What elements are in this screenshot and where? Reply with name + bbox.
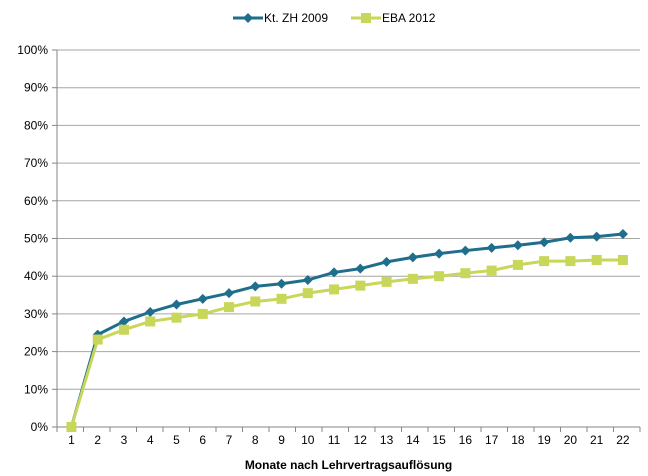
y-tick-label: 40%	[24, 269, 48, 283]
x-tick-label: 17	[485, 433, 499, 447]
data-point	[302, 288, 313, 299]
x-tick-label: 14	[406, 433, 420, 447]
x-tick-label: 9	[278, 433, 285, 447]
data-point	[329, 267, 340, 278]
data-point	[617, 228, 628, 239]
y-tick-label: 30%	[24, 307, 48, 321]
data-point	[407, 252, 418, 263]
y-tick-label: 100%	[17, 43, 48, 57]
x-tick-label: 1	[68, 433, 75, 447]
x-axis-tick-labels: 1 2 3 4 5 6 7 8 9 10 11 12 13 14 15 16 17 18 19 20 21 22	[68, 433, 630, 447]
x-axis-title: Monate nach Lehrvertragsauflösung	[245, 458, 452, 472]
data-point	[407, 273, 418, 284]
data-point	[434, 271, 445, 282]
gridlines	[52, 49, 640, 428]
x-tick-label: 4	[147, 433, 154, 447]
y-tick-label: 10%	[24, 382, 48, 396]
y-tick-label: 90%	[24, 81, 48, 95]
series-2	[66, 254, 628, 432]
x-tick-label: 2	[94, 433, 101, 447]
data-point	[486, 265, 497, 276]
x-tick-label: 8	[252, 433, 259, 447]
data-point	[224, 302, 235, 313]
series-line	[70, 232, 624, 428]
x-tick-label: 19	[537, 433, 551, 447]
y-tick-label: 70%	[24, 156, 48, 170]
y-tick-label: 50%	[24, 232, 48, 246]
data-point	[329, 284, 340, 295]
legend-label: Kt. ZH 2009	[264, 11, 328, 25]
data-point	[197, 308, 208, 319]
data-point	[197, 293, 208, 304]
data-point	[460, 268, 471, 279]
x-tick-label: 13	[380, 433, 394, 447]
legend-marker	[243, 13, 253, 23]
axes	[56, 50, 641, 432]
x-tick-label: 15	[432, 433, 446, 447]
data-point	[66, 422, 77, 432]
x-tick-label: 18	[511, 433, 525, 447]
x-tick-label: 16	[459, 433, 473, 447]
data-point	[118, 316, 129, 327]
legend-marker	[361, 13, 371, 23]
data-point	[512, 240, 523, 251]
data-point	[460, 245, 471, 256]
data-point	[145, 307, 156, 318]
y-tick-label: 60%	[24, 194, 48, 208]
data-point	[276, 278, 287, 289]
data-point	[355, 263, 366, 274]
data-point	[171, 312, 182, 323]
data-point	[224, 288, 235, 299]
data-point	[591, 231, 602, 242]
data-point	[302, 274, 313, 285]
data-point	[145, 316, 156, 327]
y-axis-tick-labels: 0% 10% 20% 30% 40% 50% 60% 70% 80% 90% 100%	[17, 43, 48, 434]
y-tick-label: 0%	[31, 420, 49, 434]
x-tick-label: 10	[301, 433, 315, 447]
data-point	[434, 248, 445, 259]
data-point	[512, 259, 523, 270]
x-tick-label: 6	[199, 433, 206, 447]
x-tick-label: 5	[173, 433, 180, 447]
x-tick-label: 11	[328, 433, 341, 447]
data-point	[250, 296, 261, 307]
x-tick-label: 3	[121, 433, 128, 447]
data-point	[250, 281, 261, 292]
x-tick-label: 7	[226, 433, 233, 447]
data-point	[617, 254, 628, 265]
data-point	[118, 324, 129, 335]
x-tick-label: 22	[616, 433, 630, 447]
data-point	[486, 242, 497, 253]
series-line	[70, 258, 623, 428]
data-point	[92, 334, 103, 345]
data-point	[565, 256, 576, 267]
legend: Kt. ZH 2009 EBA 2012	[233, 11, 436, 25]
y-tick-label: 20%	[24, 345, 48, 359]
legend-item-2: EBA 2012	[351, 11, 436, 25]
x-tick-label: 12	[354, 433, 368, 447]
data-point	[171, 299, 182, 310]
legend-label: EBA 2012	[382, 11, 436, 25]
series-layer	[66, 228, 628, 432]
data-point	[355, 280, 366, 291]
data-point	[539, 256, 550, 267]
data-point	[539, 237, 550, 248]
data-point	[591, 254, 602, 265]
data-point	[276, 293, 287, 304]
x-tick-label: 20	[564, 433, 578, 447]
legend-item-1: Kt. ZH 2009	[233, 11, 328, 25]
data-point	[381, 276, 392, 287]
data-point	[565, 232, 576, 243]
data-point	[381, 256, 392, 267]
y-tick-label: 80%	[24, 118, 48, 132]
x-tick-label: 21	[590, 433, 604, 447]
